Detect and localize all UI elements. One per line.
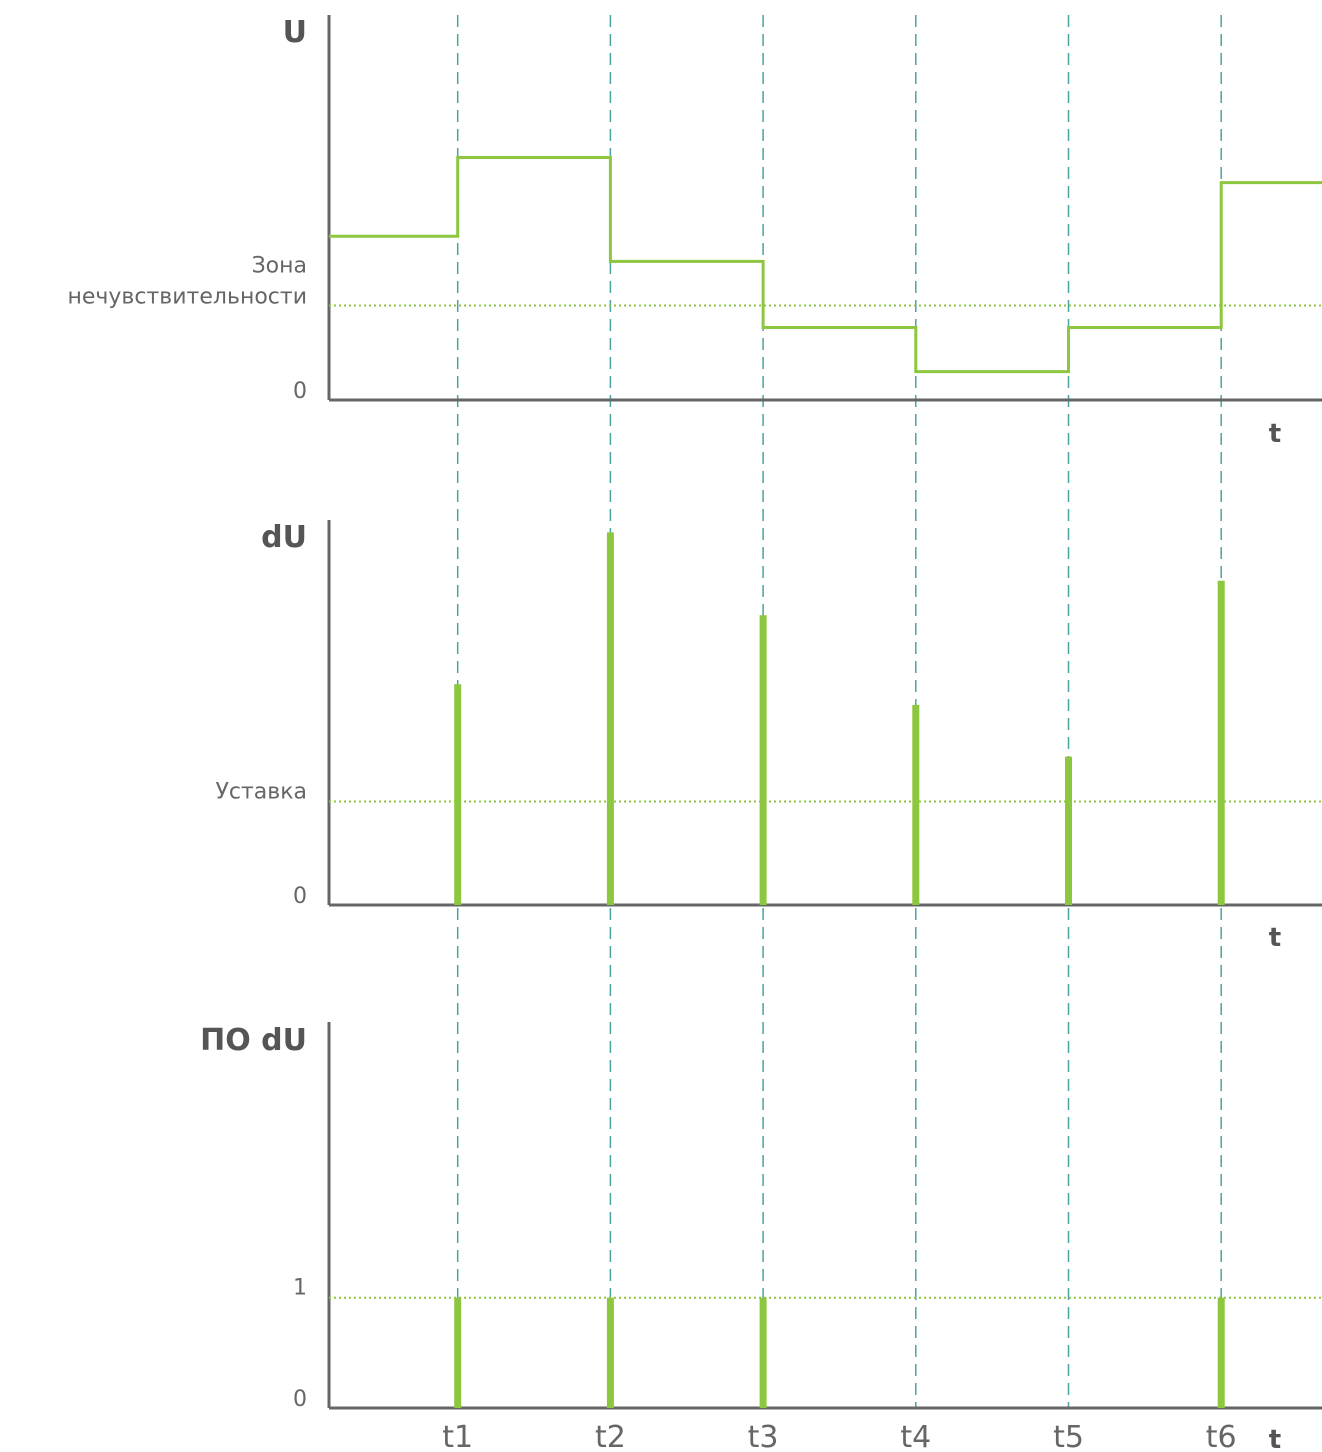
bar-t2 — [606, 532, 614, 905]
step-signal-line — [329, 155, 1322, 374]
x-axis-title: t — [1269, 923, 1281, 953]
threshold-label: Уставка — [215, 780, 307, 805]
x-tick-t3: t3 — [748, 1420, 779, 1452]
x-tick-t2: t2 — [595, 1420, 626, 1452]
y-axis-title: dU — [261, 520, 307, 555]
threshold-label-line-2: нечувствительности — [67, 285, 307, 310]
bar-t2 — [606, 1297, 614, 1408]
bar-t3 — [759, 1297, 767, 1408]
y-axis-title: U — [283, 15, 307, 50]
y-axis-title: ПО dU — [200, 1023, 307, 1058]
threshold-label-line-1: Зона — [252, 254, 307, 279]
bar-t1 — [454, 1297, 462, 1408]
bar-t6 — [1217, 580, 1225, 905]
y-zero-label: 0 — [293, 1387, 307, 1412]
x-tick-t1: t1 — [442, 1420, 473, 1452]
bar-t4 — [912, 704, 920, 905]
x-tick-t5: t5 — [1053, 1420, 1084, 1452]
y-zero-label: 0 — [293, 884, 307, 909]
bar-t6 — [1217, 1297, 1225, 1408]
bar-t3 — [759, 615, 767, 905]
threshold-label: 1 — [293, 1276, 307, 1301]
x-axis-title: t — [1269, 419, 1281, 449]
x-tick-t6: t6 — [1206, 1420, 1237, 1452]
bar-t5 — [1065, 756, 1072, 905]
bar-t1 — [454, 684, 462, 905]
x-tick-t4: t4 — [900, 1420, 931, 1452]
y-zero-label: 0 — [293, 379, 307, 404]
x-axis-title: t — [1269, 1425, 1281, 1452]
